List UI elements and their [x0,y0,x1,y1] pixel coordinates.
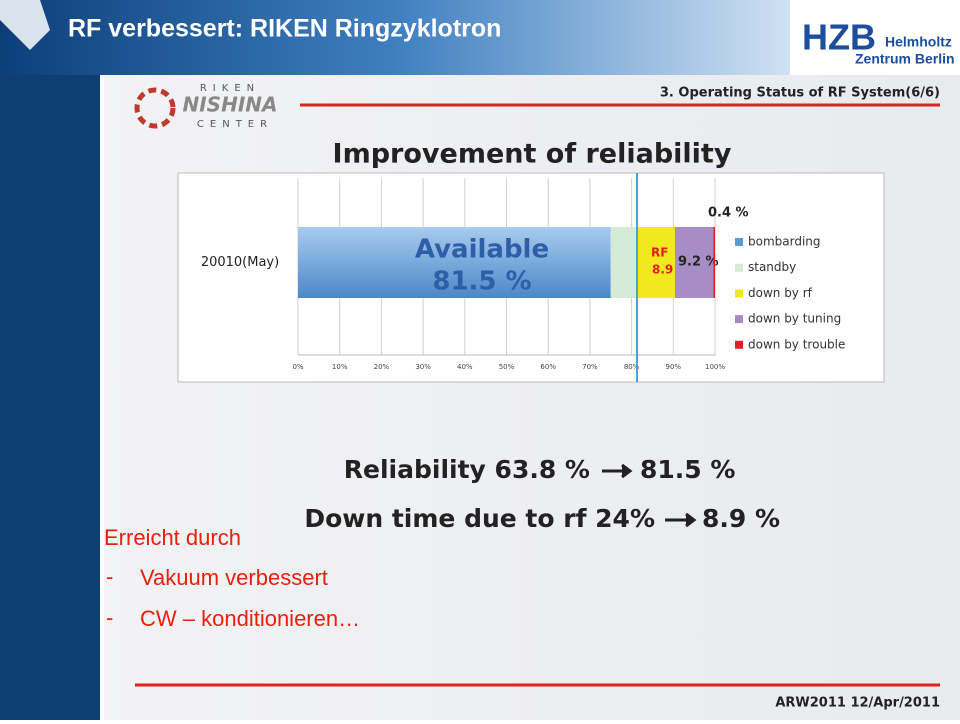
legend-swatch [735,289,743,298]
reliability-result: 81.5 % [640,455,735,484]
header-title: RF verbessert: RIKEN Ringzyklotron [68,15,501,43]
riken-logo-text: CENTER [197,119,273,130]
x-tick-label: 30% [415,363,431,371]
reliability-label: Reliability 63.8 % [344,455,590,484]
header-bar [0,0,790,75]
riken-logo-text: RIKEN [200,83,260,94]
bar-segment [610,227,638,298]
x-tick-label: 70% [582,363,598,371]
riken-logo-text: NISHINA [183,93,278,117]
x-tick-label: 20% [374,363,390,371]
y-tick-label: 20010(May) [201,255,279,270]
chart: 0% 10% 20% 30% 40% 50% 60% 70% 80% 90% 100% 20010(M… [201,173,845,382]
x-tick-label: 90% [666,363,682,371]
legend-swatch [735,315,743,324]
data-label: 0.4 % [708,206,749,221]
note-item: Vakuum verbessert [140,565,328,590]
downtime-result: 8.9 % [702,504,780,533]
legend-label: standby [748,260,796,274]
x-tick-label: 60% [540,363,556,371]
notes-heading: Erreicht durch [104,525,241,550]
legend-swatch [735,340,743,349]
bar-segment [674,227,714,298]
downtime-label: Down time due to rf 24% [304,504,655,533]
legend-label: bombarding [748,235,821,249]
x-tick-label: 100% [705,363,725,371]
x-tick-label: 0% [292,363,303,371]
legend-label: down by rf [748,286,813,300]
sidebar-edge [100,75,104,720]
note-item: CW – konditionieren… [140,606,360,631]
data-label: 9.2 % [678,255,719,270]
logo-line: Helmholtz [885,34,952,50]
sidebar [0,75,100,720]
annotation: Available [415,235,549,265]
riken-logo-icon [134,87,176,129]
bar-segment [637,227,675,298]
bullet: - [106,564,113,589]
logo-mark: HZB [802,17,876,58]
legend-label: down by trouble [748,337,845,351]
section-label: 3. Operating Status of RF System(6/6) [660,86,940,101]
x-tick-label: 40% [457,363,473,371]
annotation: RF [651,246,668,260]
footer: ARW2011 12/Apr/2011 [775,696,940,711]
chart-title: Improvement of reliability [333,139,732,170]
bar-segment [298,227,611,298]
x-tick-label: 10% [332,363,348,371]
bullet: - [106,605,113,630]
legend-label: down by tuning [748,312,841,326]
x-tick-label: 50% [499,363,515,371]
bar-segment [713,227,715,298]
annotation: 81.5 % [432,267,531,297]
arrow [602,463,633,479]
legend-swatch [735,263,743,272]
logo-line: Zentrum Berlin [855,51,955,67]
header-shape [0,0,50,50]
logo-box [790,0,960,75]
legend-swatch [735,238,743,246]
x-tick-label: 80% [624,363,640,371]
arrow [665,512,697,528]
